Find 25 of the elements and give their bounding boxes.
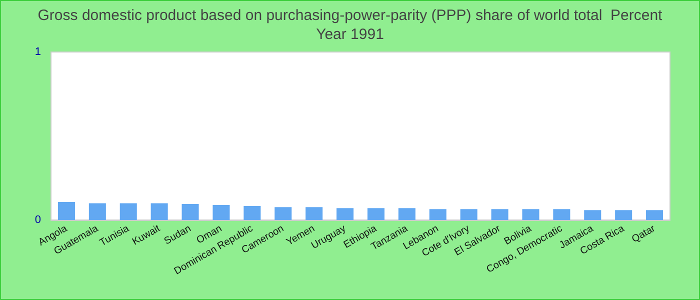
bar [646, 210, 664, 220]
bar [274, 207, 292, 220]
y-tick-label: 1 [34, 46, 41, 58]
bar [88, 203, 106, 220]
bar [120, 203, 137, 220]
bar [182, 204, 199, 220]
bar [367, 208, 384, 220]
x-tick-label: Qatar [630, 222, 658, 246]
bar [306, 207, 323, 220]
chart-title: Gross domestic product based on purchasing-power-parity (PPP) share of world total Percent [38, 7, 664, 24]
chart-subtitle: Year 1991 [316, 26, 384, 43]
bar [58, 202, 75, 220]
bar [584, 210, 602, 220]
bar [429, 209, 446, 220]
bar [553, 209, 570, 220]
bar [460, 209, 478, 220]
bar [491, 209, 508, 220]
y-tick-label: 0 [34, 214, 41, 226]
bar [244, 206, 261, 220]
bar [212, 205, 230, 220]
bar [336, 208, 354, 220]
bar [398, 208, 416, 220]
bar [150, 203, 168, 220]
bar [615, 210, 632, 220]
bar [522, 209, 540, 220]
